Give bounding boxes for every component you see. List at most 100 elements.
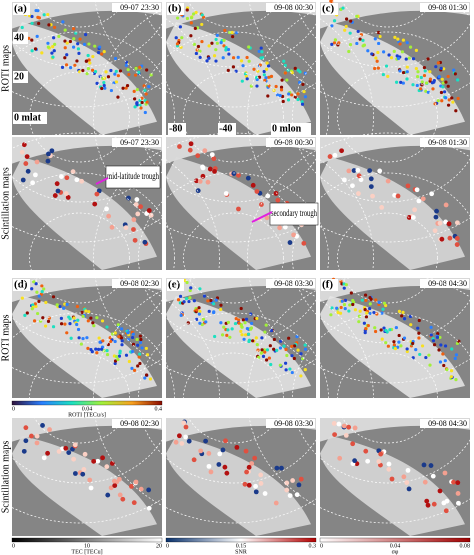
- measurement-dot: [41, 455, 47, 461]
- measurement-dot: [227, 30, 232, 35]
- measurement-dot: [370, 52, 374, 56]
- measurement-dot: [63, 28, 67, 32]
- grid-arc: [183, 212, 284, 304]
- measurement-dot: [401, 81, 405, 85]
- measurement-dot: [246, 482, 252, 488]
- grid-arc: [337, 212, 438, 304]
- measurement-dot: [195, 48, 199, 52]
- measurement-dot: [446, 103, 451, 107]
- measurement-dot: [219, 41, 223, 45]
- measurement-dot: [265, 193, 271, 199]
- measurement-dot: [234, 31, 239, 35]
- measurement-dot: [444, 498, 450, 504]
- measurement-dot: [356, 29, 360, 34]
- measurement-dot: [111, 478, 117, 484]
- measurement-dot: [397, 333, 401, 338]
- measurement-dot: [267, 84, 271, 88]
- measurement-dot: [428, 363, 432, 367]
- measurement-dot: [92, 324, 96, 328]
- measurement-dot: [264, 323, 268, 327]
- measurement-dot: [335, 306, 339, 310]
- measurement-dot: [81, 68, 85, 73]
- measurement-dot: [267, 356, 271, 360]
- measurement-dot: [88, 485, 94, 491]
- measurement-dot: [86, 319, 90, 323]
- measurement-dot: [73, 63, 77, 67]
- measurement-dot: [234, 316, 238, 321]
- lat-label: 0 mlat: [14, 112, 42, 123]
- measurement-dot: [49, 148, 55, 154]
- measurement-dot: [250, 321, 254, 325]
- measurement-dot: [248, 327, 253, 331]
- measurement-dot: [368, 306, 372, 311]
- measurement-dot: [120, 343, 124, 347]
- measurement-dot: [130, 366, 134, 370]
- measurement-dot: [192, 299, 196, 303]
- measurement-dot: [173, 439, 179, 445]
- measurement-dot: [35, 34, 39, 38]
- grid-arc: [0, 0, 173, 68]
- measurement-dot: [116, 323, 120, 327]
- measurement-dot: [336, 421, 342, 427]
- measurement-dot: [394, 325, 398, 330]
- measurement-dot: [56, 449, 62, 454]
- coverage: [166, 21, 311, 136]
- measurement-dot: [280, 78, 284, 82]
- colorbar-tick-label: 0.3: [309, 543, 317, 549]
- measurement-dot: [339, 148, 344, 154]
- measurement-dot: [27, 36, 31, 40]
- measurement-dot: [347, 309, 351, 313]
- measurement-dot: [81, 336, 85, 341]
- measurement-dot: [72, 316, 76, 320]
- measurement-dot: [34, 304, 38, 308]
- measurement-dot: [132, 89, 136, 93]
- measurement-dot: [105, 352, 110, 357]
- measurement-dot: [175, 16, 180, 20]
- measurement-dot: [233, 321, 238, 326]
- measurement-dot: [195, 188, 201, 194]
- measurement-dot: [34, 433, 40, 439]
- measurement-dot: [65, 331, 69, 335]
- measurement-dot: [247, 338, 252, 342]
- measurement-dot: [178, 294, 183, 298]
- measurement-dot: [332, 152, 338, 158]
- measurement-dot: [260, 50, 264, 54]
- measurement-dot: [449, 375, 453, 379]
- measurement-dot: [124, 353, 129, 357]
- measurement-dot: [223, 28, 227, 33]
- measurement-dot: [296, 68, 300, 72]
- measurement-dot: [113, 72, 117, 76]
- measurement-dot: [76, 42, 80, 46]
- measurement-dot: [104, 206, 109, 212]
- measurement-dot: [382, 326, 386, 330]
- measurement-dot: [293, 95, 297, 99]
- measurement-dot: [124, 86, 128, 90]
- measurement-dot: [137, 70, 141, 75]
- measurement-dot: [46, 151, 51, 157]
- measurement-dot: [230, 327, 234, 331]
- measurement-dot: [222, 464, 228, 470]
- measurement-dot: [265, 348, 270, 352]
- measurement-dot: [47, 23, 51, 27]
- measurement-dot: [257, 355, 261, 360]
- measurement-dot: [36, 15, 40, 19]
- measurement-dot: [348, 31, 352, 35]
- measurement-dot: [257, 49, 261, 53]
- measurement-dot: [416, 326, 420, 330]
- measurement-dot: [355, 14, 359, 18]
- measurement-dot: [21, 142, 27, 148]
- measurement-dot: [300, 102, 305, 106]
- measurement-dot: [133, 73, 138, 77]
- measurement-dot: [400, 314, 404, 318]
- measurement-dot: [136, 364, 140, 368]
- grid-arc: [138, 31, 329, 203]
- measurement-dot: [405, 41, 409, 45]
- measurement-dot: [212, 302, 216, 306]
- measurement-dot: [454, 378, 458, 382]
- measurement-dot: [408, 314, 413, 319]
- measurement-dot: [275, 348, 279, 352]
- measurement-dot: [44, 300, 48, 305]
- measurement-dot: [347, 49, 351, 54]
- measurement-dot: [332, 41, 337, 45]
- measurement-dot: [63, 56, 67, 60]
